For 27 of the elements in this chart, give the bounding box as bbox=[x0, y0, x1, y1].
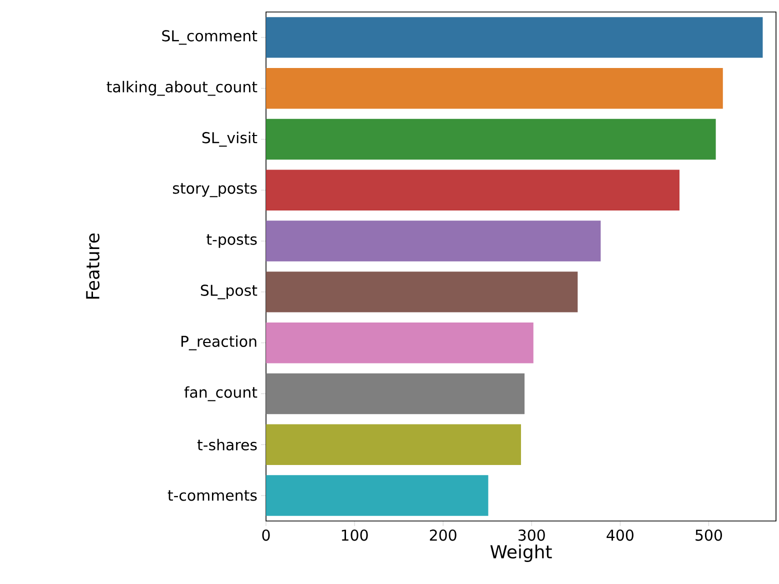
x-tick-label: 500 bbox=[696, 530, 722, 541]
y-tick-label: SL_comment bbox=[162, 30, 258, 45]
bar bbox=[266, 118, 716, 160]
y-tick-label: t-comments bbox=[168, 490, 257, 501]
y-tick-label: talking_about_count bbox=[106, 80, 258, 96]
x-tick-label: 300 bbox=[518, 530, 545, 541]
bar bbox=[266, 475, 488, 516]
bar bbox=[266, 424, 522, 466]
x-axis-title: Weight bbox=[490, 544, 552, 562]
bar bbox=[266, 68, 723, 109]
bar bbox=[266, 220, 601, 262]
y-tick-label: t-shares bbox=[197, 438, 257, 450]
bar bbox=[266, 272, 578, 312]
x-tick-label: 0 bbox=[262, 530, 270, 541]
y-tick-label: fan_count bbox=[184, 386, 258, 402]
y-tick-label: story_posts bbox=[172, 183, 257, 198]
y-tick-label: SL_visit bbox=[202, 132, 258, 147]
bar bbox=[266, 17, 763, 58]
y-tick-label: SL_post bbox=[200, 284, 258, 300]
bar bbox=[266, 170, 680, 210]
bar bbox=[266, 322, 534, 364]
y-tick-label: t-posts bbox=[206, 234, 257, 248]
y-axis-title: Feature bbox=[86, 234, 100, 299]
x-tick-label: 100 bbox=[342, 530, 368, 541]
x-tick-label: 400 bbox=[606, 530, 634, 541]
x-tick-label: 200 bbox=[430, 530, 456, 541]
y-tick-label: P_reaction bbox=[181, 335, 256, 350]
